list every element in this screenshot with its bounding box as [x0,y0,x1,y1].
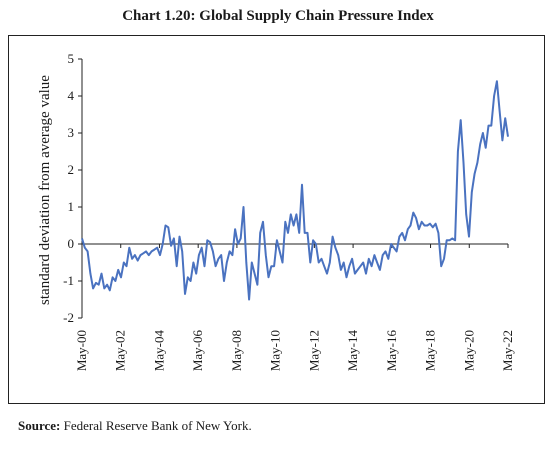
y-tick-label: -2 [63,310,74,325]
y-tick-label: -1 [63,273,74,288]
chart-frame [8,35,545,404]
chart-title: Chart 1.20: Global Supply Chain Pressure… [122,8,434,24]
y-tick-label: 5 [68,51,75,66]
source-note: Source: Federal Reserve Bank of New York… [18,418,252,434]
x-tick-label: May-06 [190,330,205,372]
y-tick-label: 1 [68,199,75,214]
x-tick-label: May-14 [345,330,360,372]
x-tick-label: May-20 [461,330,476,371]
x-tick-label: May-02 [113,330,128,371]
x-tick-label: May-10 [268,330,283,371]
series-layer [81,80,509,301]
x-tick-label: May-08 [229,330,244,371]
x-tick-label: May-12 [306,330,321,371]
x-tick-label: May-18 [423,330,438,371]
x-tick-label: May-16 [384,330,399,372]
source-text: Federal Reserve Bank of New York. [63,418,252,433]
x-tick-label: May-00 [74,330,89,371]
x-tick-label: May-04 [151,330,166,372]
x-tick-label: May-22 [500,330,515,371]
series-line [81,80,509,301]
y-tick-label: 2 [68,162,75,177]
y-tick-label: 4 [68,88,75,103]
y-axis-label: standard deviation from average value [37,75,53,305]
axes-layer: -2 -1 0 1 2 3 4 5 May-00 May-02 May-04 May-06 May-08… [63,51,515,371]
source-label: Source: [18,418,61,433]
y-tick-label: 0 [68,236,75,251]
y-tick-label: 3 [68,125,75,140]
